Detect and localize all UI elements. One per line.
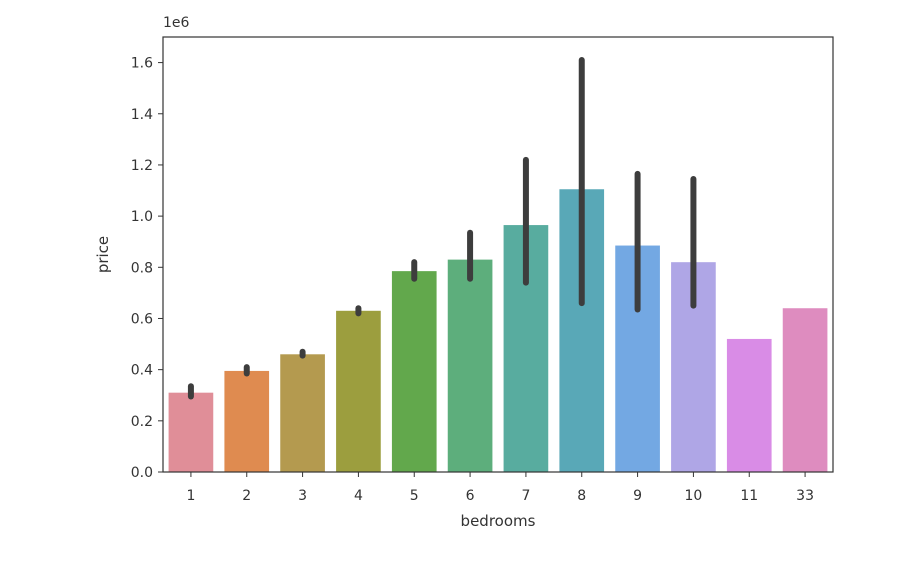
error-bars-layer [187,57,697,400]
y-tick-label-1.2: 1.2 [131,158,153,174]
bar-1 [168,392,214,472]
x-tick-label-5: 5 [410,488,419,504]
bar-4 [336,310,381,472]
bar-6 [447,259,493,472]
x-tick-label-1: 1 [186,488,195,504]
y-tick-label-0.4: 0.4 [131,363,153,379]
x-tick-label-2: 2 [242,488,251,504]
y-tick-label-0.6: 0.6 [131,311,153,327]
x-axis: 1 2 3 4 5 6 7 8 9 10 11 33 [186,472,814,504]
x-axis-label: bedrooms [461,512,536,530]
plot-frame [162,36,834,473]
x-tick-label-4: 4 [354,488,363,504]
x-tick-label-8: 8 [577,488,586,504]
bar-5 [391,271,437,472]
y-offset-label: 1e6 [163,15,190,31]
y-tick-label-0.8: 0.8 [131,260,153,276]
y-axis: 0.0 0.2 0.4 0.6 0.8 1.0 1.2 1.4 1.6 [131,56,163,481]
bar-2 [224,370,270,472]
y-axis-label: price [94,236,112,273]
x-tick-label-11: 11 [740,488,758,504]
x-tick-label-33: 33 [796,488,814,504]
x-tick-label-7: 7 [521,488,530,504]
x-tick-label-10: 10 [685,488,703,504]
bar-33 [782,308,828,472]
bar-3 [280,354,325,472]
bar-11 [726,338,772,472]
y-tick-label-0.0: 0.0 [131,465,153,481]
x-tick-label-6: 6 [466,488,475,504]
y-tick-label-1.6: 1.6 [131,56,153,72]
bars-layer [168,189,828,472]
y-tick-label-0.2: 0.2 [131,414,153,430]
y-tick-label-1.0: 1.0 [131,209,153,225]
x-tick-label-3: 3 [298,488,307,504]
y-tick-label-1.4: 1.4 [131,107,153,123]
x-tick-label-9: 9 [633,488,642,504]
